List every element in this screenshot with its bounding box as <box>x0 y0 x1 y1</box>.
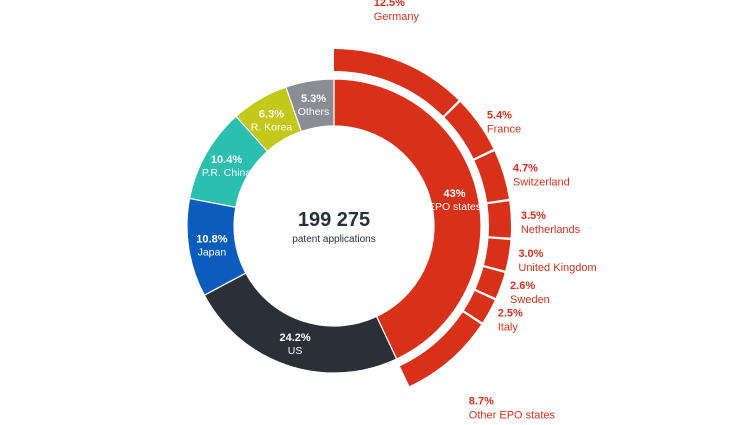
slice-label-japan: Japan <box>198 247 227 259</box>
outer-value-switzerland: 4.7% <box>513 163 538 175</box>
slice-us <box>204 273 396 373</box>
outer-segment-netherlands <box>487 201 511 237</box>
slice-value-others: 5.3% <box>301 93 326 105</box>
slice-value-r-korea: 6.3% <box>259 109 284 121</box>
center-total: 199 275 <box>298 209 370 231</box>
donut-chart: 43%EPO states 24.2%US 10.8%Japan 10.4%P.R. … <box>0 0 750 425</box>
outer-value-italy: 2.5% <box>498 307 523 319</box>
outer-label-france: France <box>487 123 521 135</box>
outer-label-switzerland: Switzerland <box>513 177 570 189</box>
slice-label-epo-states: EPO states <box>428 201 481 213</box>
slice-value-epo-states: 43% <box>444 188 466 200</box>
outer-label-italy: Italy <box>498 321 519 333</box>
outer-labels: 12.5% Germany 5.4% France 4.7% Switzerland 3.5… <box>374 0 597 422</box>
center-subtitle: patent applications <box>292 234 375 245</box>
outer-value-germany: 12.5% <box>374 0 405 9</box>
outer-segment-sweden <box>476 267 505 298</box>
outer-value-france: 5.4% <box>487 109 512 121</box>
slice-value-japan: 10.8% <box>196 234 227 246</box>
outer-segment-switzerland <box>474 151 508 202</box>
outer-label-sweden: Sweden <box>510 294 550 306</box>
slice-label-others: Others <box>298 106 330 118</box>
outer-label-united-kingdom: United Kingdom <box>518 262 596 274</box>
slice-value-us: 24.2% <box>279 332 310 344</box>
outer-label-netherlands: Netherlands <box>521 224 581 236</box>
outer-label-germany: Germany <box>374 11 420 23</box>
slice-label-p-r-china: P.R. China <box>202 167 252 179</box>
slice-label-us: US <box>288 345 303 357</box>
outer-value-netherlands: 3.5% <box>521 210 546 222</box>
slice-value-p-r-china: 10.4% <box>211 154 242 166</box>
outer-value-other-epo-states: 8.7% <box>469 396 494 408</box>
outer-segment-united-kingdom <box>484 238 510 270</box>
outer-value-united-kingdom: 3.0% <box>518 248 543 260</box>
outer-value-sweden: 2.6% <box>510 280 535 292</box>
slice-label-r-korea: R. Korea <box>251 122 293 134</box>
outer-label-other-epo-states: Other EPO states <box>469 410 556 422</box>
